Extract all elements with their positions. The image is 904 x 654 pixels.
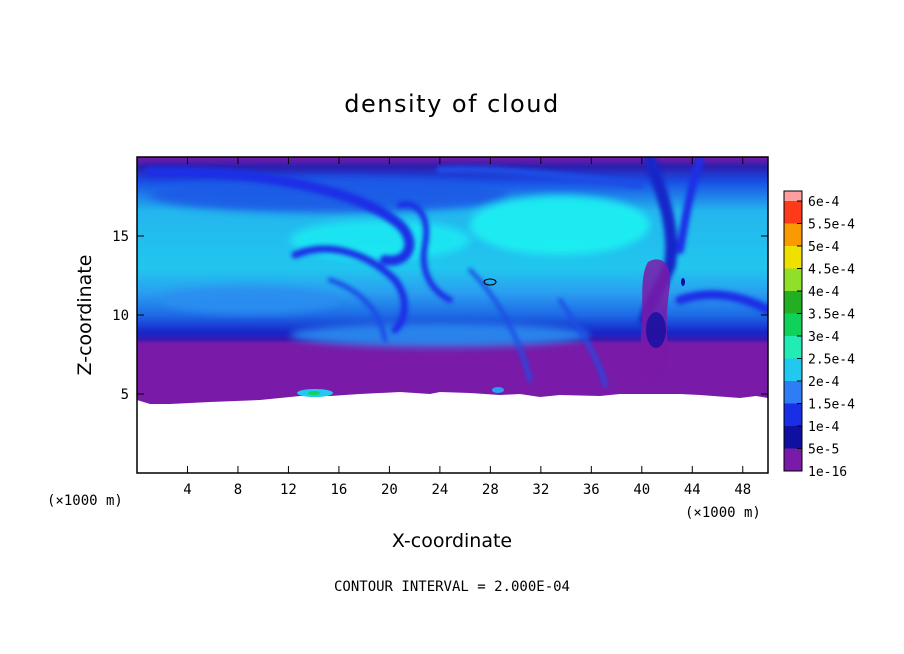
colorbar-label: 5e-4 — [808, 240, 839, 255]
colorbar-label: 4.5e-4 — [808, 263, 855, 278]
colorbar-label: 5e-5 — [808, 443, 839, 458]
density-field — [137, 157, 768, 473]
x-unit-right: (×1000 m) — [685, 505, 761, 521]
contour-interval-note: CONTOUR INTERVAL = 2.000E-04 — [334, 579, 570, 595]
colorbar-swatch — [784, 268, 802, 291]
x-tick-label: 4 — [183, 482, 191, 498]
chart-title: density of cloud — [344, 90, 559, 118]
colorbar-swatch — [784, 191, 802, 201]
y-tick-label: 15 — [112, 229, 129, 245]
colorbar: 1e-16 5e-5 1e-4 1.5e-4 2e-4 2.5e-4 3e-4 3.5e-4 4… — [783, 190, 855, 480]
x-tick-label: 36 — [583, 482, 600, 498]
x-tick-label: 16 — [330, 482, 347, 498]
colorbar-swatch — [784, 201, 802, 224]
colorbar-swatch — [784, 246, 802, 269]
x-axis-ticks: 4 8 12 16 20 24 28 32 36 40 44 48 — [183, 157, 751, 498]
colorbar-label: 3.5e-4 — [808, 308, 855, 323]
colorbar-swatch — [784, 313, 802, 336]
colorbar-label: 6e-4 — [808, 195, 839, 210]
x-tick-label: 28 — [482, 482, 499, 498]
x-axis-label: X-coordinate — [392, 530, 512, 552]
x-tick-label: 12 — [280, 482, 297, 498]
x-tick-label: 44 — [684, 482, 701, 498]
x-tick-label: 8 — [234, 482, 242, 498]
y-axis-label: Z-coordinate — [74, 255, 96, 376]
colorbar-label: 4e-4 — [808, 285, 839, 300]
x-tick-label: 48 — [734, 482, 751, 498]
x-tick-label: 32 — [532, 482, 549, 498]
colorbar-swatch — [784, 358, 802, 381]
colorbar-label: 2e-4 — [808, 375, 839, 390]
colorbar-swatch — [784, 448, 802, 471]
colorbar-swatch — [784, 291, 802, 314]
colorbar-swatch — [784, 381, 802, 404]
y-axis-ticks: 5 10 15 — [112, 229, 768, 403]
colorbar-swatch — [784, 403, 802, 426]
colorbar-frame — [783, 190, 803, 472]
x-unit-left: (×1000 m) — [47, 493, 123, 509]
colorbar-label: 1e-4 — [808, 420, 839, 435]
colorbar-swatch — [784, 223, 802, 246]
colorbar-swatch — [784, 426, 802, 449]
colorbar-label: 3e-4 — [808, 330, 839, 345]
colorbar-label: 1e-16 — [808, 465, 847, 480]
colorbar-label: 1.5e-4 — [808, 398, 855, 413]
y-tick-label: 10 — [112, 308, 129, 324]
y-tick-label: 5 — [121, 387, 129, 403]
colorbar-label: 2.5e-4 — [808, 353, 855, 368]
x-tick-label: 20 — [381, 482, 398, 498]
colorbar-swatch — [784, 336, 802, 359]
x-tick-label: 40 — [633, 482, 650, 498]
colorbar-label: 5.5e-4 — [808, 218, 855, 233]
x-tick-label: 24 — [431, 482, 448, 498]
